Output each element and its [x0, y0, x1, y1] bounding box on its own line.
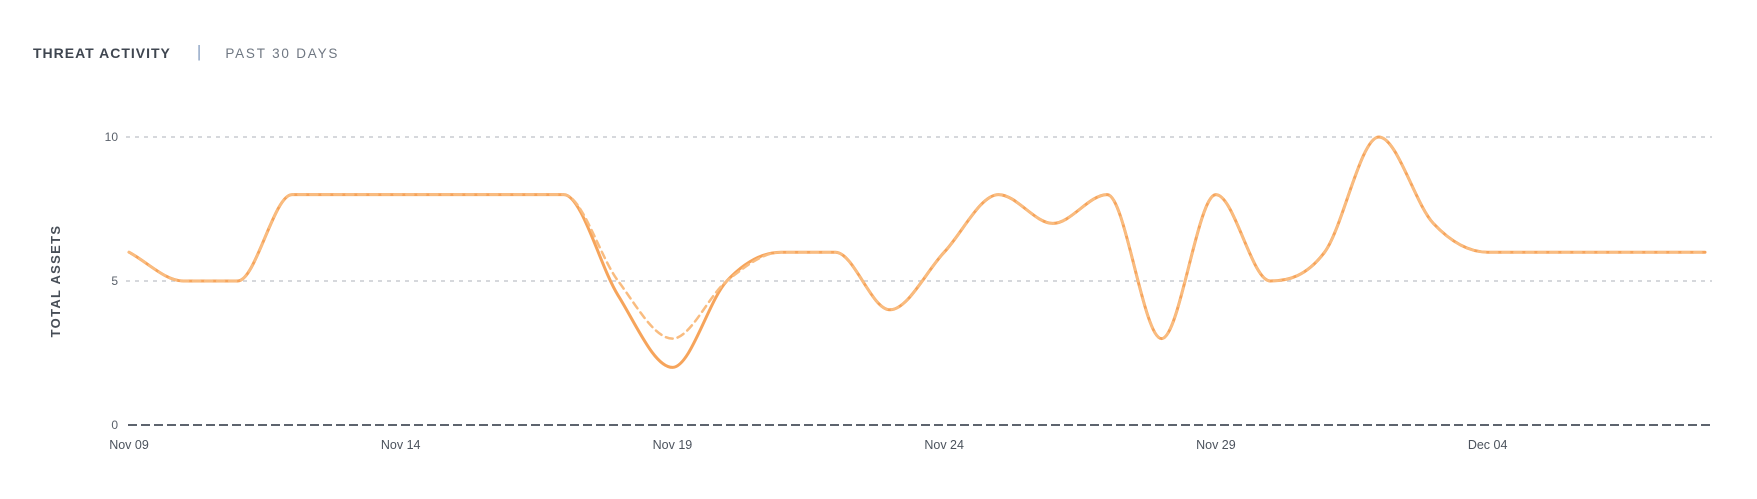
x-tick-label: Dec 04	[1468, 438, 1508, 452]
y-tick-label: 10	[105, 130, 119, 144]
x-tick-label: Nov 29	[1196, 438, 1236, 452]
time-range-label: PAST 30 DAYS	[225, 45, 340, 61]
y-tick-label: 5	[111, 274, 118, 288]
x-tick-label: Nov 19	[653, 438, 693, 452]
panel-title: THREAT ACTIVITY	[33, 45, 171, 61]
x-tick-label: Nov 14	[381, 438, 421, 452]
title-separator: |	[196, 42, 202, 61]
series-dashed-path	[127, 135, 1707, 340]
gridlines	[126, 136, 1712, 426]
x-tick-label: Nov 24	[924, 438, 964, 452]
panel-header: THREAT ACTIVITY | PAST 30 DAYS	[33, 42, 340, 63]
y-axis-title: TOTAL ASSETS	[48, 224, 63, 338]
series-solid-path	[127, 135, 1707, 369]
y-tick-label: 0	[111, 418, 118, 432]
series-paths	[127, 135, 1707, 369]
x-tick-label: Nov 09	[109, 438, 149, 452]
x-axis-tick-labels: Nov 09 Nov 14 Nov 19 Nov 24 Nov 29 Dec 04	[109, 438, 1507, 452]
y-axis-tick-labels: 0 5 10	[105, 130, 119, 432]
